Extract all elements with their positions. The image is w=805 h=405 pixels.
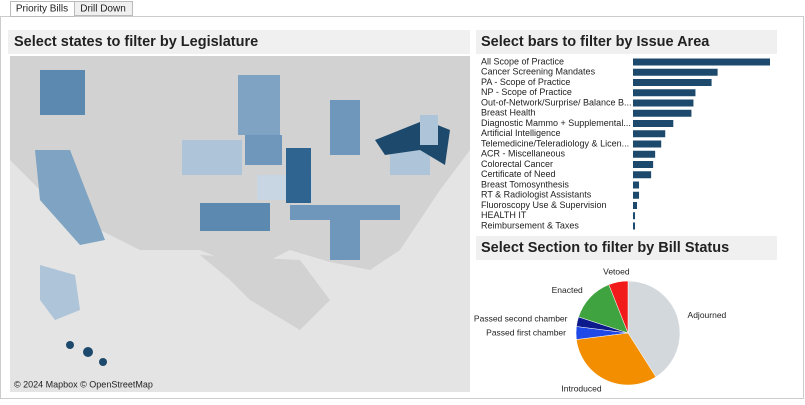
panel-header	[8, 30, 470, 54]
pie-slice[interactable]	[576, 332, 657, 386]
bar-label[interactable]: Out-of-Network/Surprise/ Balance B...	[481, 97, 632, 107]
state	[66, 341, 74, 349]
state	[330, 220, 360, 260]
bar-label[interactable]: Diagnostic Mammo + Supplemental...	[481, 118, 631, 128]
bar[interactable]	[633, 140, 662, 148]
bar-label[interactable]: All Scope of Practice	[481, 56, 564, 66]
bar-label[interactable]: Breast Tomosynthesis	[481, 179, 569, 189]
bar[interactable]	[633, 79, 712, 86]
bar-label[interactable]: NP - Scope of Practice	[481, 87, 572, 97]
state	[83, 347, 93, 357]
bar[interactable]	[633, 212, 636, 220]
bar-label[interactable]: Breast Health	[481, 108, 536, 118]
bar-chart-title: Select bars to filter by Issue Area	[481, 34, 710, 50]
state	[35, 150, 105, 245]
bar[interactable]	[633, 150, 656, 158]
tab-label[interactable]: Priority Bills	[16, 4, 68, 15]
bar-label[interactable]: Telemedicine/Teleradiology & Licen...	[481, 138, 629, 148]
panel-header	[476, 236, 777, 260]
bar[interactable]	[633, 58, 770, 66]
map-attribution: © 2024 Mapbox © OpenStreetMap	[14, 379, 153, 389]
bar-label[interactable]: ACR - Miscellaneous	[481, 149, 566, 159]
pie-label: Passed first chamber	[486, 327, 566, 337]
state	[420, 115, 438, 145]
pie-label: Introduced	[561, 383, 601, 393]
pie-label: Enacted	[552, 285, 583, 295]
tab-label[interactable]: Drill Down	[80, 4, 126, 15]
bar[interactable]	[633, 181, 640, 189]
bar-label[interactable]: Colorectal Cancer	[481, 159, 553, 169]
state	[238, 75, 280, 135]
bar-label[interactable]: Fluoroscopy Use & Supervision	[481, 200, 607, 210]
state	[286, 148, 311, 203]
state	[40, 265, 80, 320]
map-title: Select states to filter by Legislature	[14, 34, 258, 50]
bar-label[interactable]: PA - Scope of Practice	[481, 77, 570, 87]
map[interactable]	[10, 56, 470, 392]
pie-label: Passed second chamber	[474, 314, 568, 324]
bar-label[interactable]: Cancer Screening Mandates	[481, 67, 596, 77]
bar[interactable]	[633, 171, 652, 179]
state	[200, 203, 270, 231]
pie-label: Adjourned	[688, 310, 727, 320]
pie-slice[interactable]	[608, 280, 629, 334]
pie-chart[interactable]: Adjourned Introduced Passed first chamber P…	[474, 266, 727, 393]
bar[interactable]	[633, 191, 640, 199]
bar[interactable]	[633, 68, 718, 76]
bar[interactable]	[633, 120, 674, 127]
bar-label[interactable]: RT & Radiologist Assistants	[481, 190, 592, 200]
land	[200, 255, 330, 330]
bar[interactable]	[633, 109, 692, 117]
pie-chart-title: Select Section to filter by Bill Status	[481, 240, 729, 256]
bar-label[interactable]: Reimbursement & Taxes	[481, 220, 579, 230]
bar-label[interactable]: Artificial Intelligence	[481, 128, 561, 138]
bar[interactable]	[633, 99, 694, 107]
pie-label: Vetoed	[603, 266, 630, 276]
state	[99, 358, 107, 366]
state	[330, 100, 360, 155]
bar[interactable]	[633, 222, 636, 230]
pie-slice[interactable]	[627, 280, 681, 378]
tab[interactable]	[74, 1, 133, 16]
state	[182, 140, 242, 175]
bar[interactable]	[633, 202, 638, 209]
state	[390, 150, 430, 175]
state	[290, 205, 400, 220]
state	[245, 135, 282, 165]
panel-header	[476, 30, 777, 54]
bar-label[interactable]: HEALTH IT	[481, 210, 527, 220]
bar[interactable]	[633, 130, 666, 138]
bar[interactable]	[633, 89, 696, 97]
bar-label[interactable]: Certificate of Need	[481, 169, 556, 179]
bar[interactable]	[633, 161, 654, 168]
state	[40, 70, 85, 115]
